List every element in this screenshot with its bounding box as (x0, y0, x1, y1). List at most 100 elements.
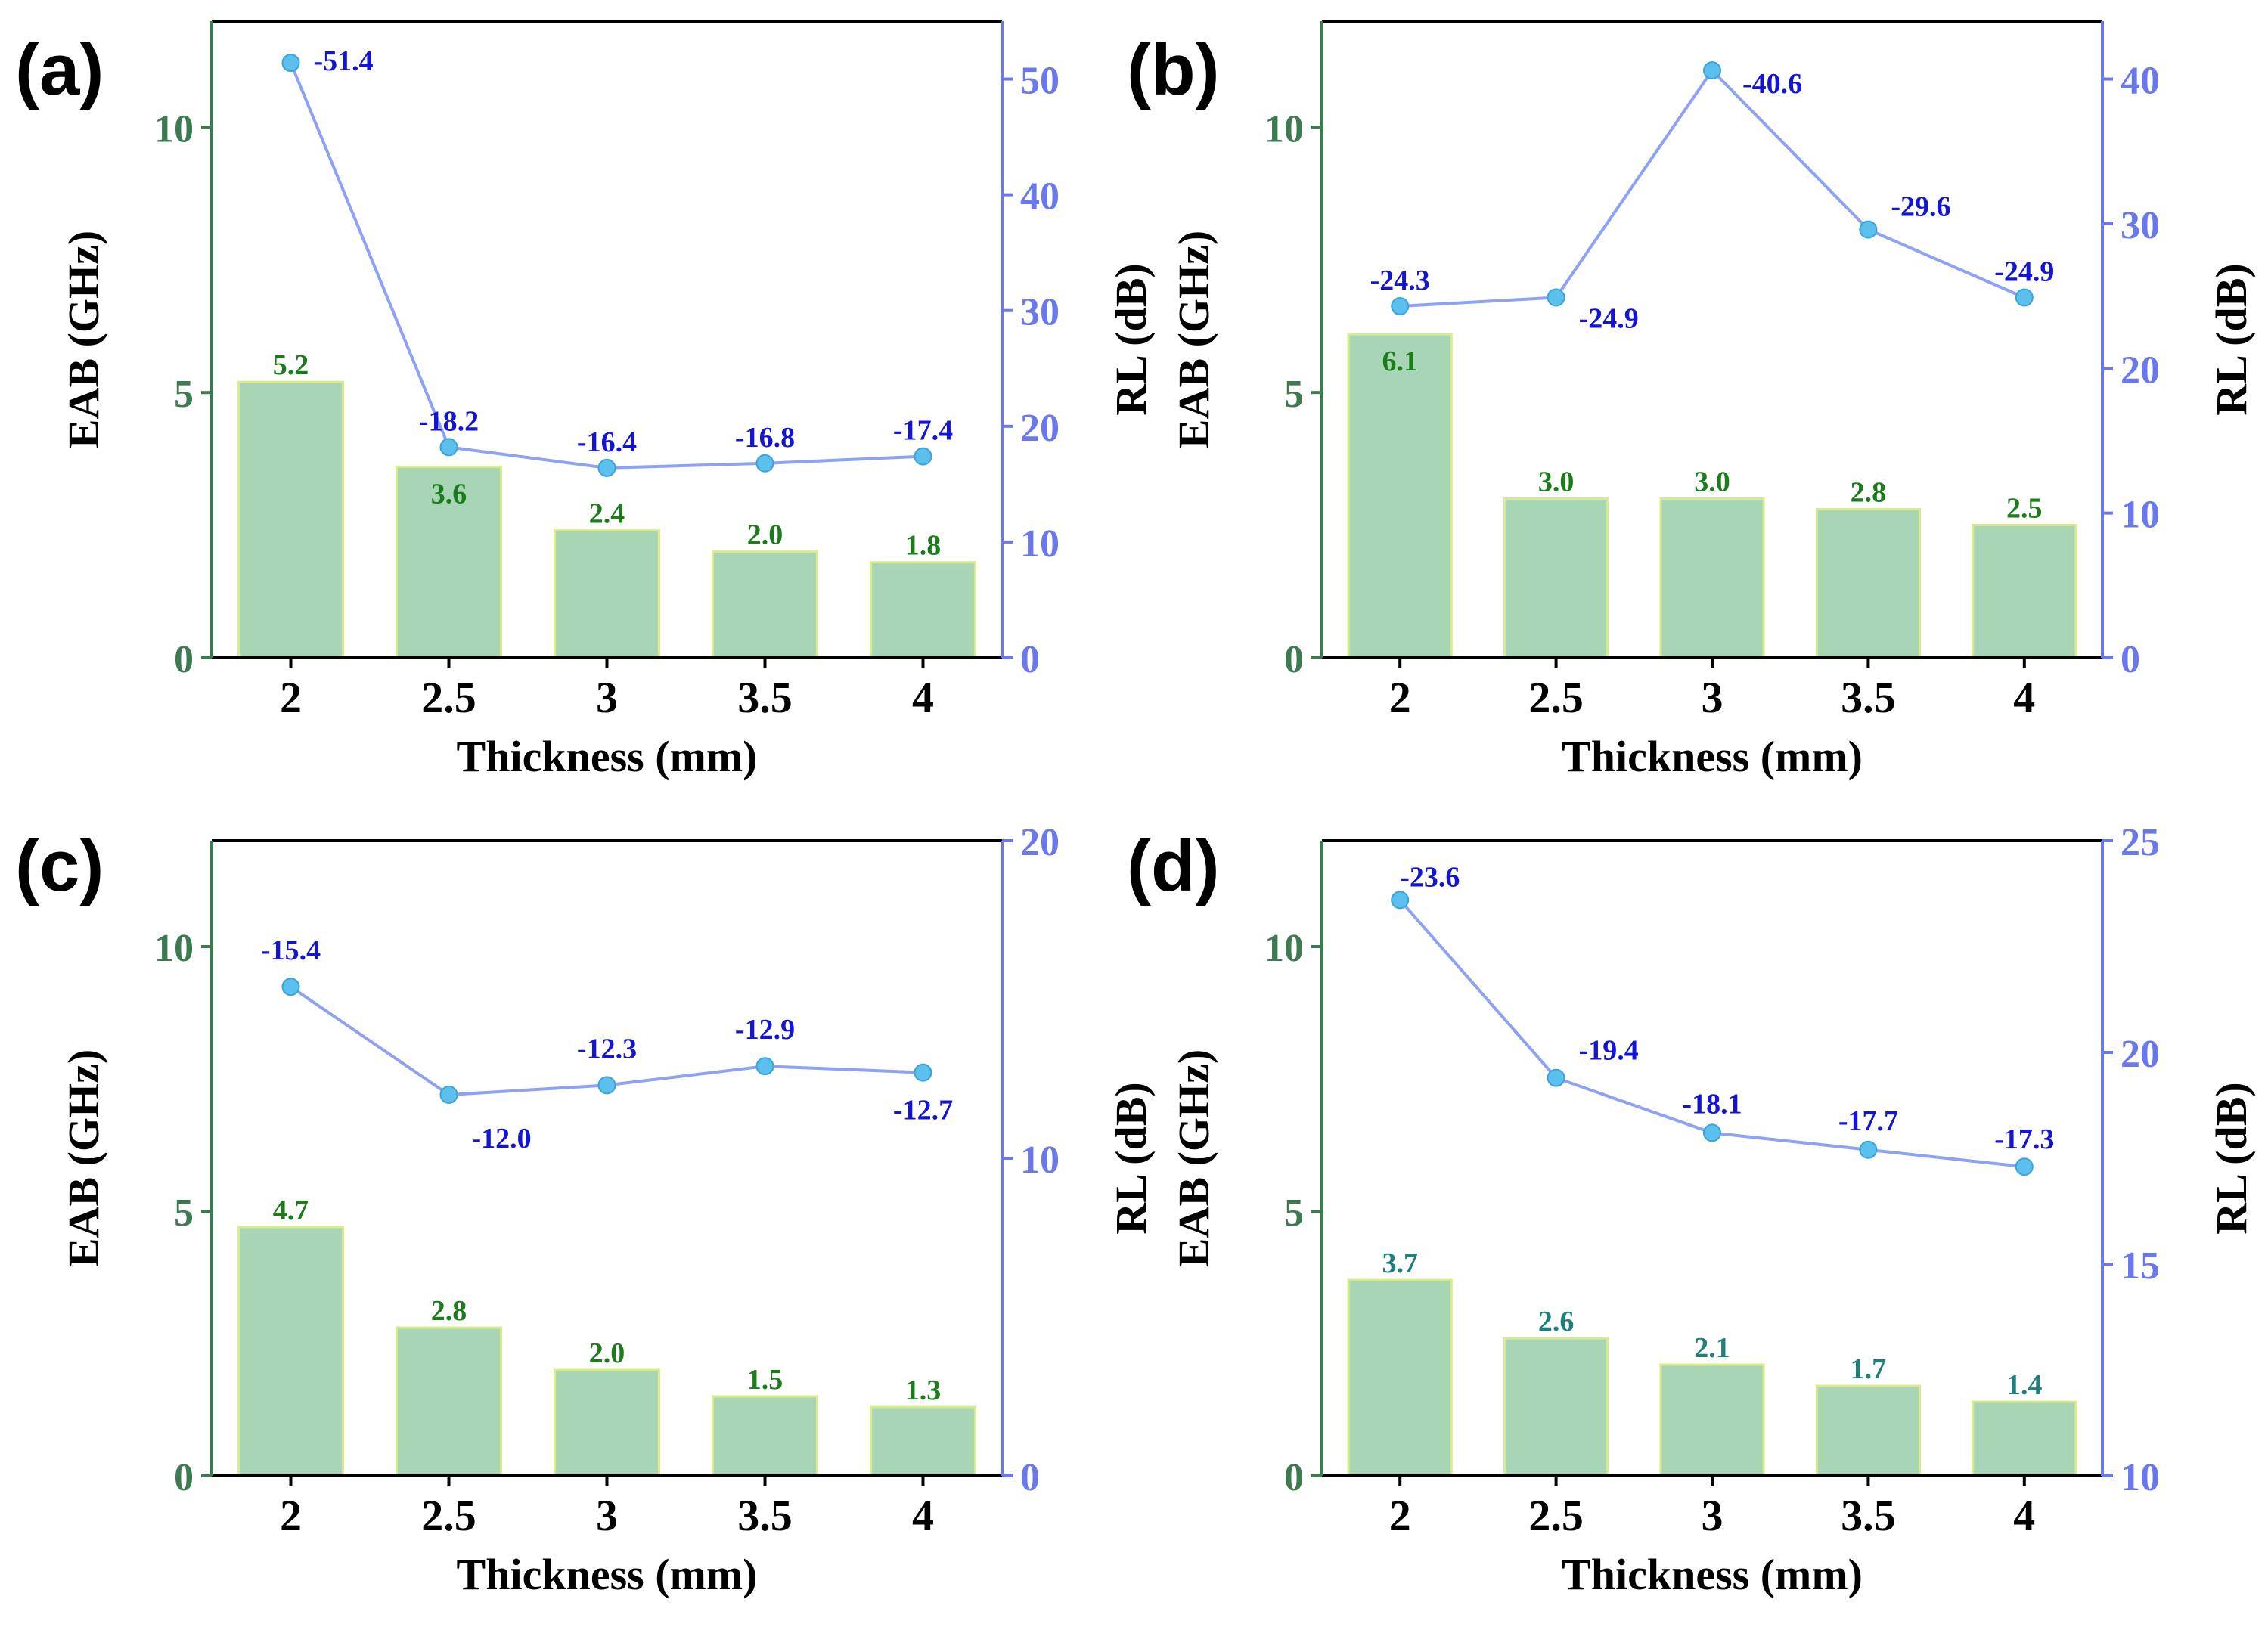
rl-value-label: -29.6 (1891, 191, 1950, 223)
x-tick-label: 3 (596, 673, 618, 722)
right-tick-label: 25 (2121, 821, 2160, 864)
eab-value-label: 1.7 (1851, 1353, 1887, 1385)
left-tick-label: 0 (1284, 638, 1304, 681)
x-axis-title: Thickness (mm) (457, 732, 758, 781)
x-tick-label: 3.5 (1841, 673, 1896, 722)
rl-value-label: -17.4 (893, 415, 953, 447)
rl-value-label: -12.3 (577, 1033, 637, 1065)
x-tick-label: 2 (1389, 673, 1411, 722)
right-tick-label: 0 (2121, 638, 2140, 681)
rl-point (597, 458, 616, 477)
rl-point (914, 1063, 932, 1082)
rl-value-label: -24.9 (1994, 256, 2054, 288)
x-tick-label: 2.5 (1528, 673, 1584, 722)
right-tick-label: 10 (2121, 494, 2160, 537)
rl-value-label: -18.1 (1682, 1088, 1742, 1120)
rl-point (281, 54, 300, 73)
eab-value-label: 3.0 (1538, 466, 1575, 498)
x-tick-label: 3.5 (1841, 1491, 1896, 1540)
panel-label: (b) (1127, 29, 1220, 110)
x-tick-label: 2 (280, 1491, 302, 1540)
right-tick-label: 0 (1020, 638, 1040, 681)
rl-value-label: -18.2 (419, 405, 479, 437)
rl-point (1547, 288, 1565, 307)
right-tick-label: 10 (1020, 1139, 1060, 1182)
eab-value-label: 2.4 (589, 498, 625, 530)
rl-point (281, 978, 300, 996)
left-axis-title: EAB (GHz) (59, 231, 108, 448)
rl-series-line (1400, 67, 2025, 308)
x-tick-label: 4 (912, 673, 934, 722)
rl-value-label: -24.3 (1370, 265, 1430, 296)
x-tick-label: 4 (2013, 673, 2035, 722)
right-axis-title: RL (dB) (2207, 263, 2256, 415)
x-tick-label: 4 (2013, 1491, 2035, 1540)
right-tick-label: 10 (1020, 522, 1060, 566)
left-tick-label: 0 (1284, 1456, 1304, 1499)
rl-point (439, 1086, 458, 1104)
right-tick-label: 20 (2121, 349, 2160, 392)
right-tick-label: 50 (1020, 60, 1060, 103)
rl-point (1859, 220, 1878, 239)
panel-d: (d) 2 2.5 3 3.5 4 0 5 10 10 15 20 25 Thickness (mm) EA… (1127, 821, 2256, 1599)
eab-bar (554, 1368, 660, 1477)
eab-bar (237, 380, 344, 659)
x-tick-label: 2.5 (421, 673, 476, 722)
eab-value-label: 2.1 (1694, 1332, 1730, 1364)
left-tick-label: 5 (1284, 1192, 1304, 1235)
rl-value-label: -16.4 (577, 426, 637, 458)
eab-bar (870, 561, 976, 659)
rl-point (1391, 891, 1410, 910)
rl-point (1547, 1068, 1565, 1087)
eab-bar (396, 1326, 502, 1477)
rl-value-label: -16.8 (735, 422, 795, 454)
eab-bar (1659, 1363, 1765, 1477)
right-tick-label: 20 (1020, 821, 1060, 864)
rl-point (1703, 1123, 1721, 1142)
rl-value-label: -17.3 (1994, 1123, 2054, 1155)
eab-value-label: 2.0 (589, 1337, 625, 1369)
rl-point (1391, 296, 1410, 315)
x-axis-title: Thickness (mm) (457, 1550, 758, 1599)
rl-point (914, 447, 932, 466)
rl-point (439, 438, 458, 457)
eab-bar (1503, 1337, 1609, 1477)
rl-value-label: -12.0 (472, 1123, 532, 1154)
left-tick-label: 10 (1264, 927, 1304, 970)
eab-bar (1972, 1400, 2077, 1477)
right-tick-label: 0 (1020, 1456, 1040, 1499)
eab-bar (870, 1405, 976, 1477)
eab-bar (237, 1226, 344, 1477)
right-tick-label: 10 (2121, 1456, 2160, 1499)
x-tick-label: 4 (912, 1491, 934, 1540)
left-tick-label: 0 (174, 1456, 194, 1499)
x-tick-label: 3 (596, 1491, 618, 1540)
eab-value-label: 2.0 (747, 519, 783, 551)
eab-bar (396, 465, 502, 659)
panel-c: (c) 2 2.5 3 3.5 4 0 5 10 0 10 20 Thickness (mm) EAB (… (15, 821, 1156, 1599)
eab-value-label: 2.6 (1538, 1306, 1575, 1337)
x-tick-label: 3 (1702, 1491, 1723, 1540)
x-tick-label: 3.5 (737, 673, 793, 722)
rl-value-label: -17.7 (1838, 1105, 1898, 1137)
rl-value-label: -24.9 (1579, 303, 1639, 335)
right-tick-label: 30 (1020, 291, 1060, 334)
x-tick-label: 2.5 (1528, 1491, 1584, 1540)
eab-value-label: 1.8 (905, 530, 942, 562)
eab-value-label: 3.6 (431, 478, 467, 510)
x-axis-title: Thickness (mm) (1562, 732, 1863, 781)
panel-label: (a) (15, 29, 104, 110)
left-axis-title: EAB (GHz) (59, 1049, 108, 1267)
eab-value-label: 3.0 (1694, 466, 1730, 498)
x-axis-title: Thickness (mm) (1562, 1550, 1863, 1599)
left-tick-label: 0 (174, 638, 194, 681)
eab-bar (1815, 1384, 1922, 1477)
eab-value-label: 1.3 (905, 1374, 942, 1406)
rl-point (1859, 1140, 1878, 1159)
right-tick-label: 15 (2121, 1244, 2160, 1288)
rl-point (2015, 288, 2034, 307)
rl-value-label: -15.4 (261, 934, 321, 966)
eab-value-label: 1.4 (2006, 1369, 2043, 1401)
